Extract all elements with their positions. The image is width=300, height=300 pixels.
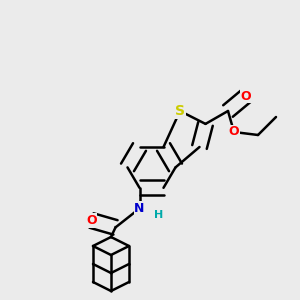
Text: O: O <box>241 89 251 103</box>
Text: S: S <box>175 104 185 118</box>
Text: N: N <box>134 202 145 215</box>
Text: H: H <box>154 209 164 220</box>
Text: O: O <box>86 214 97 227</box>
Text: O: O <box>229 125 239 139</box>
